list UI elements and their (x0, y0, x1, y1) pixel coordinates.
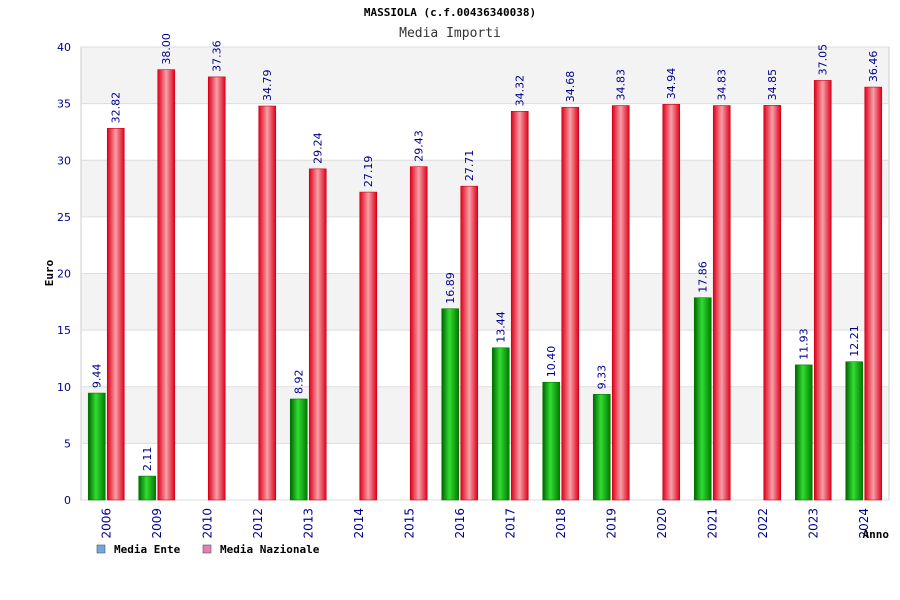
x-tick-label: 2009 (150, 508, 164, 539)
bar-media-nazionale (308, 168, 327, 501)
bar-media-ente (87, 392, 106, 501)
legend-label: Media Nazionale (220, 543, 320, 556)
x-tick-label: 2018 (554, 508, 568, 539)
data-label: 34.32 (514, 75, 527, 107)
x-tick-label: 2023 (806, 508, 820, 539)
x-tick-label: 2010 (200, 508, 214, 539)
data-label: 16.89 (444, 272, 457, 304)
y-tick-label: 5 (64, 437, 71, 450)
x-axis-ticks: 2006 2009 2010 2012 2013 2014 2015 2016 2017 2018… (99, 508, 871, 539)
x-tick-label: 2014 (352, 508, 366, 539)
bar-media-ente (693, 297, 712, 501)
data-label: 9.44 (91, 364, 104, 389)
data-label: 34.68 (564, 71, 577, 103)
data-label: 29.24 (312, 132, 325, 164)
x-tick-label: 2022 (756, 508, 770, 539)
bar-media-ente (138, 475, 157, 501)
y-tick-label: 30 (57, 154, 71, 167)
bar-media-ente (592, 394, 611, 501)
data-label: 32.82 (110, 92, 123, 124)
x-tick-label: 2021 (705, 508, 719, 539)
data-label: 9.33 (596, 365, 609, 390)
bar-media-ente (491, 347, 510, 501)
bar-media-nazionale (106, 128, 125, 501)
y-tick-label: 40 (57, 41, 71, 54)
bar-media-nazionale (662, 104, 681, 501)
x-tick-label: 2020 (655, 508, 669, 539)
bar-media-nazionale (864, 86, 883, 501)
data-labels: 9.44 32.82 2.11 38.00 37.36 34.79 8.92 29.24 27.… (91, 33, 881, 471)
legend-label: Media Ente (114, 543, 181, 556)
bar-media-nazionale (359, 191, 378, 501)
bar-media-nazionale (561, 106, 580, 501)
bar-media-nazionale (157, 69, 176, 501)
bar-media-ente (542, 381, 561, 501)
y-tick-label: 10 (57, 381, 71, 394)
data-label: 29.43 (413, 130, 426, 162)
x-tick-label: 2016 (453, 508, 467, 539)
bar-media-ente (794, 364, 813, 501)
y-axis-ticks: 0 5 10 15 20 25 30 35 40 (57, 41, 71, 507)
y-tick-label: 35 (57, 98, 71, 111)
data-label: 10.40 (545, 346, 558, 378)
chart-title: MASSIOLA (c.f.00436340038) (364, 6, 536, 19)
data-label: 12.21 (848, 325, 861, 357)
data-label: 17.86 (697, 261, 710, 293)
x-axis-label: Anno (863, 528, 890, 541)
x-tick-label: 2015 (402, 508, 416, 539)
bar-media-nazionale (258, 105, 277, 501)
legend: Media Ente Media Nazionale (96, 543, 320, 556)
data-label: 37.36 (211, 40, 224, 72)
x-tick-label: 2024 (857, 508, 871, 539)
data-label: 11.93 (798, 328, 811, 360)
data-label: 34.83 (615, 69, 628, 101)
bars (87, 69, 883, 501)
data-label: 38.00 (160, 33, 173, 65)
bar-media-nazionale (611, 105, 630, 501)
x-tick-label: 2006 (99, 508, 113, 539)
bar-media-nazionale (409, 166, 428, 501)
legend-swatch (96, 544, 106, 554)
y-axis-label: Euro (43, 259, 56, 286)
data-label: 34.94 (665, 68, 678, 100)
data-label: 37.05 (817, 44, 830, 76)
bar-media-nazionale (207, 76, 226, 501)
bar-media-nazionale (712, 105, 731, 501)
data-label: 34.85 (766, 69, 779, 101)
x-tick-label: 2017 (503, 508, 517, 539)
bar-media-ente (845, 361, 864, 501)
y-tick-label: 25 (57, 211, 71, 224)
y-tick-label: 20 (57, 268, 71, 281)
data-label: 34.79 (261, 70, 274, 102)
bar-media-nazionale (763, 105, 782, 501)
data-label: 27.71 (463, 150, 476, 182)
y-tick-label: 15 (57, 324, 71, 337)
data-label: 27.19 (362, 156, 375, 188)
data-label: 2.11 (141, 447, 154, 472)
data-label: 8.92 (293, 369, 306, 394)
x-tick-label: 2013 (301, 508, 315, 539)
y-tick-label: 0 (64, 494, 71, 507)
bar-media-nazionale (510, 111, 529, 501)
bar-media-ente (289, 398, 308, 501)
data-label: 13.44 (495, 311, 508, 343)
data-label: 36.46 (867, 51, 880, 83)
x-tick-label: 2012 (251, 508, 265, 539)
chart-subtitle: Media Importi (399, 26, 501, 41)
bar-media-ente (441, 308, 460, 501)
data-label: 34.83 (716, 69, 729, 101)
bar-media-nazionale (460, 185, 479, 501)
bar-media-nazionale (813, 80, 832, 501)
x-tick-label: 2019 (604, 508, 618, 539)
legend-swatch (202, 544, 212, 554)
